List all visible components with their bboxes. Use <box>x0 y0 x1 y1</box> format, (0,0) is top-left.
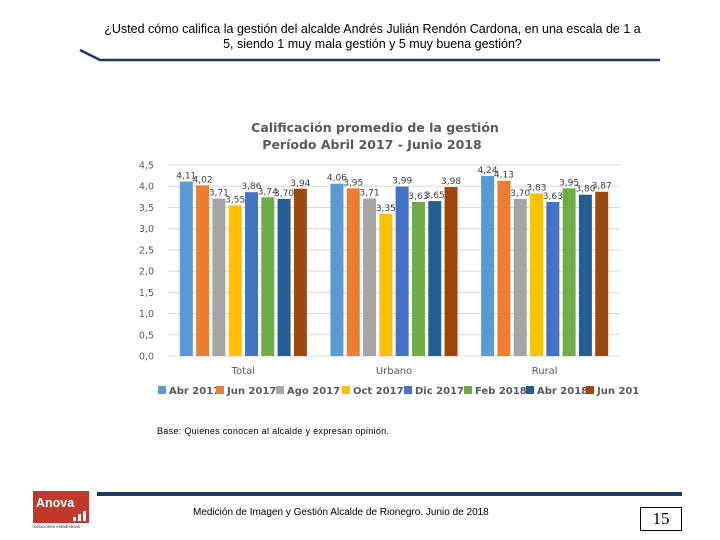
y-tick-label: 3,5 <box>139 203 154 214</box>
bar <box>562 188 576 356</box>
y-tick-label: 1,5 <box>139 288 154 299</box>
legend-label: Abr 2018 <box>537 386 588 397</box>
data-label: 3,94 <box>290 179 310 189</box>
bar <box>395 186 409 356</box>
legend-label: Ago 2017 <box>287 386 340 397</box>
data-label: 3,70 <box>274 189 294 199</box>
legend-swatch <box>216 386 224 394</box>
data-label: 3,35 <box>376 204 396 214</box>
bar <box>379 213 393 356</box>
data-label: 3,63 <box>408 192 428 202</box>
data-label: 3,63 <box>543 192 563 202</box>
bars <box>179 176 609 356</box>
title-rule <box>79 48 660 62</box>
y-tick-label: 4,0 <box>139 182 154 193</box>
y-tick-label: 0,5 <box>139 330 154 341</box>
bar <box>481 176 495 356</box>
data-label: 4,24 <box>478 166 498 176</box>
bar <box>578 194 592 356</box>
legend-swatch <box>342 386 350 394</box>
data-label: 3,70 <box>510 189 530 199</box>
chart-subtitle: Período Abril 2017 - Junio 2018 <box>262 137 481 152</box>
data-label: 4,02 <box>193 175 213 185</box>
data-label: 3,99 <box>392 177 412 187</box>
category-label: Total <box>231 366 255 377</box>
y-tick-label: 2,0 <box>139 267 154 278</box>
y-tick-label: 2,5 <box>139 245 154 256</box>
bar <box>179 181 193 356</box>
x-axis: Total Urbano Rural <box>231 366 558 377</box>
legend-label: Jun 2018 <box>596 386 640 397</box>
bar <box>595 191 609 356</box>
slide-question: ¿Usted cómo califica la gestión del alca… <box>104 22 641 51</box>
data-label: 3,65 <box>425 191 445 201</box>
legend-swatch <box>276 386 284 394</box>
data-label: 4,13 <box>494 171 514 181</box>
bar <box>411 201 425 356</box>
bar <box>363 198 377 356</box>
footer-text: Medición de Imagen y Gestión Alcalde de … <box>193 507 489 518</box>
bar <box>212 198 226 356</box>
legend-label: Dic 2017 <box>415 386 464 397</box>
y-axis: 0,0 0,5 1,0 1,5 2,0 2,5 3,0 3,5 4,0 4,5 <box>139 161 154 363</box>
bar <box>277 198 291 356</box>
y-tick-label: 4,5 <box>139 161 154 172</box>
bar <box>428 201 442 356</box>
bar-chart: Calificación promedio de la gestión Perí… <box>139 120 640 397</box>
legend-swatch <box>586 386 594 394</box>
bar <box>228 205 242 356</box>
data-label: 3,98 <box>441 177 461 187</box>
bar <box>330 183 344 356</box>
gridlines <box>168 164 620 357</box>
bar <box>530 193 544 356</box>
legend-swatch <box>526 386 534 394</box>
legend-swatch <box>158 386 166 394</box>
bar <box>497 180 511 356</box>
data-labels: 4,114,023,713,553,863,743,703,944,063,95… <box>176 166 611 214</box>
legend-swatch <box>404 386 412 394</box>
legend-label: Abr 2017 <box>169 386 220 397</box>
bar <box>513 198 527 356</box>
y-tick-label: 3,0 <box>139 224 154 235</box>
logo-bars-icon <box>73 511 86 521</box>
data-label: 3,74 <box>258 187 278 197</box>
company-logo: Anova Soluciones estadísticas <box>33 491 89 533</box>
data-label: 3,95 <box>343 178 363 188</box>
bar <box>293 188 307 356</box>
data-label: 3,55 <box>225 195 245 205</box>
data-label: 3,71 <box>209 189 229 199</box>
bar <box>444 187 458 356</box>
legend-label: Feb 2018 <box>475 386 527 397</box>
bar <box>244 192 258 356</box>
bar <box>261 197 275 356</box>
bar <box>546 201 560 356</box>
data-label: 3,87 <box>592 182 612 192</box>
bar <box>346 188 360 356</box>
legend-label: Oct 2017 <box>353 386 404 397</box>
logo-tagline: Soluciones estadísticas <box>33 524 81 529</box>
data-label: 4,06 <box>327 174 347 184</box>
legend: Abr 2017 Jun 2017 Ago 2017 Oct 2017 Dic 2017… <box>158 386 640 397</box>
y-tick-label: 1,0 <box>139 309 154 320</box>
data-label: 3,80 <box>575 185 595 195</box>
category-label: Rural <box>532 366 558 377</box>
chart-title: Calificación promedio de la gestión <box>251 120 499 135</box>
y-tick-label: 0,0 <box>139 352 154 363</box>
data-label: 3,83 <box>526 183 546 193</box>
page-number: 15 <box>640 507 682 531</box>
legend-label: Jun 2017 <box>226 386 276 397</box>
footer-rule <box>97 492 682 496</box>
logo-block: Anova <box>33 491 89 523</box>
data-label: 4,11 <box>176 172 196 182</box>
logo-name: Anova <box>36 496 75 510</box>
legend-swatch <box>464 386 472 394</box>
data-label: 3,71 <box>360 189 380 199</box>
data-label: 3,86 <box>241 182 261 192</box>
data-label: 3,95 <box>559 178 579 188</box>
base-note: Base: Quienes conocen al alcalde y expre… <box>157 426 390 436</box>
category-label: Urbano <box>376 366 412 377</box>
bar <box>196 185 210 356</box>
